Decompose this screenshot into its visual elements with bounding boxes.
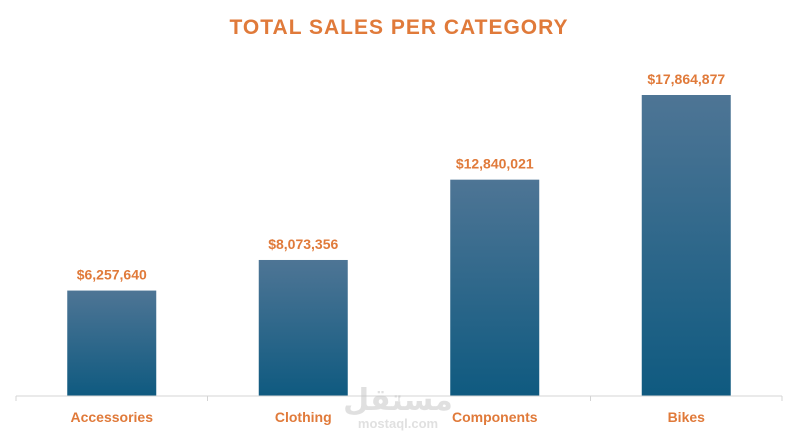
watermark-latin: mostaql.com <box>358 416 438 431</box>
category-label-accessories: Accessories <box>70 409 153 425</box>
bar-accessories <box>67 290 157 396</box>
data-label-accessories: $6,257,640 <box>77 267 147 283</box>
data-labels-layer: $6,257,640 $8,073,356 $12,840,021 $17,864,8… <box>77 71 726 283</box>
bar-clothing <box>258 259 348 396</box>
bar-components <box>450 179 540 396</box>
category-label-clothing: Clothing <box>275 409 332 425</box>
data-label-clothing: $8,073,356 <box>268 236 338 252</box>
category-labels-layer: Accessories Clothing Components Bikes <box>70 409 705 425</box>
bars-layer <box>67 95 731 396</box>
bar-bikes <box>641 95 731 396</box>
category-label-bikes: Bikes <box>668 409 706 425</box>
category-label-components: Components <box>452 409 538 425</box>
data-label-bikes: $17,864,877 <box>647 71 725 87</box>
data-label-components: $12,840,021 <box>456 156 534 172</box>
watermark-arabic: مستقل <box>343 384 453 417</box>
watermark: مستقل mostaql.com <box>343 384 453 431</box>
chart-title: TOTAL SALES PER CATEGORY <box>229 16 568 39</box>
x-axis-ticks <box>15 396 783 401</box>
